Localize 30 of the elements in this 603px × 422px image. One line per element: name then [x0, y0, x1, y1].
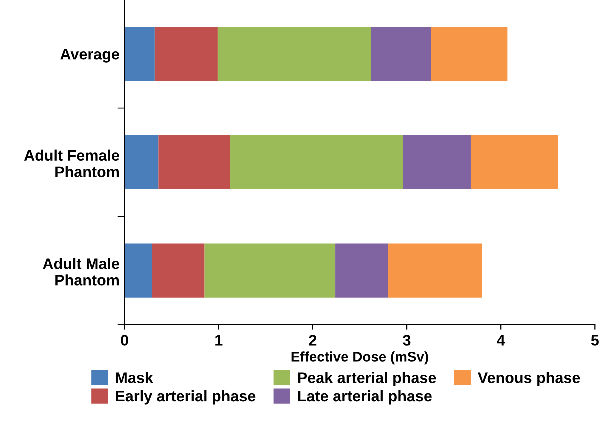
- y-tick-label: Adult Male Phantom: [43, 258, 120, 286]
- bar: [371, 27, 432, 82]
- bar: [230, 135, 404, 190]
- bar: [403, 135, 471, 190]
- bar: [154, 27, 218, 82]
- bar: [124, 27, 155, 82]
- x-tick-label: 4: [497, 335, 506, 346]
- bar: [336, 244, 388, 298]
- x-tick-label: 1: [216, 335, 223, 346]
- x-tick-label: 0: [121, 335, 128, 346]
- bar: [218, 27, 372, 82]
- x-tick-label: 2: [309, 335, 317, 346]
- x-tick-label: 3: [403, 335, 411, 346]
- bar: [152, 244, 205, 298]
- bar: [388, 244, 482, 298]
- legend-label: Late arterial phase: [298, 390, 432, 405]
- legend-label: Early arterial phase: [116, 390, 256, 405]
- y-tick-label: Average: [60, 49, 120, 63]
- legend-label: Peak arterial phase: [298, 372, 436, 386]
- bar: [124, 135, 159, 190]
- bar: [431, 27, 508, 82]
- y-tick-label: Adult Female Phantom: [24, 150, 120, 178]
- bar: [158, 135, 230, 190]
- bar: [204, 244, 336, 298]
- legend-label: Venous phase: [478, 372, 580, 386]
- legend-label: Mask: [116, 372, 154, 384]
- x-tick-label: 5: [591, 335, 599, 346]
- bar: [124, 244, 152, 298]
- x-axis-title: Effective Dose (mSv): [292, 352, 428, 365]
- bar: [470, 135, 558, 190]
